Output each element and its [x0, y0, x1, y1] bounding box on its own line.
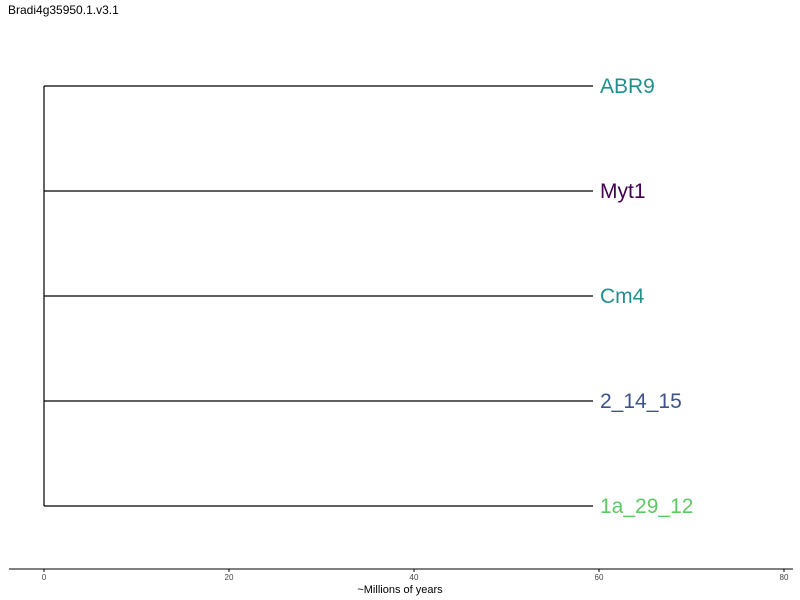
- tip-label-ABR9: ABR9: [600, 75, 655, 98]
- tip-label-1a_29_12: 1a_29_12: [600, 495, 693, 518]
- x-tick-label-60: 60: [595, 573, 604, 582]
- x-tick-label-0: 0: [42, 573, 47, 582]
- tip-label-Cm4: Cm4: [600, 285, 645, 308]
- tip-label-Myt1: Myt1: [600, 180, 646, 203]
- x-tick-label-20: 20: [225, 573, 234, 582]
- tree-branches: [43, 85, 593, 507]
- x-axis: 0 20 40 60 80 ~Millions of years: [9, 568, 793, 596]
- tip-labels: ABR9 Myt1 Cm4 2_14_15 1a_29_12: [600, 75, 693, 518]
- x-tick-label-80: 80: [780, 573, 789, 582]
- chart-title: Bradi4g35950.1.v3.1: [8, 3, 119, 17]
- x-tick-label-40: 40: [410, 573, 419, 582]
- x-axis-ticks: 0 20 40 60 80: [42, 569, 789, 582]
- x-axis-title: ~Millions of years: [357, 584, 443, 596]
- tip-label-2_14_15: 2_14_15: [600, 390, 682, 413]
